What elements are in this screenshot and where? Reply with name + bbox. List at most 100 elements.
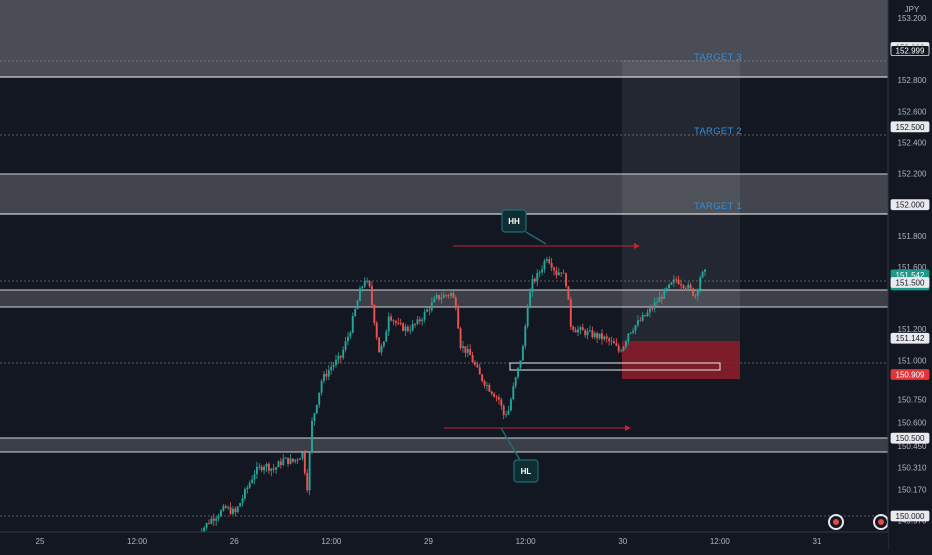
candle (469, 344, 472, 356)
candle (471, 351, 474, 363)
candle (375, 320, 378, 341)
candle (356, 299, 359, 310)
candle (543, 258, 546, 273)
candle (648, 304, 651, 318)
candle (500, 397, 503, 410)
callout-hl[interactable]: HL (500, 427, 539, 483)
candle (205, 522, 208, 531)
candle (553, 266, 555, 276)
candle (586, 327, 589, 340)
candle (275, 466, 278, 474)
candle (646, 308, 649, 318)
candle (687, 281, 690, 292)
candle (248, 480, 251, 490)
candle (521, 344, 524, 361)
candle (579, 325, 582, 335)
candle (320, 378, 323, 396)
candle (665, 286, 668, 293)
candle (332, 362, 335, 371)
candle (287, 457, 290, 467)
candle (474, 360, 476, 367)
candle (603, 335, 606, 342)
candle (251, 475, 254, 484)
candle (507, 405, 510, 415)
candle (548, 256, 551, 265)
candle (445, 293, 448, 298)
price-tick-label: 153.200 (898, 14, 927, 23)
candle (533, 277, 536, 284)
candle (617, 343, 620, 354)
price-tick-label: 152.400 (898, 138, 927, 147)
candle (366, 277, 369, 284)
projection-box (622, 60, 740, 341)
price-axis[interactable]: JPY 153.400153.200152.800152.600152.4001… (887, 0, 932, 550)
candle (418, 316, 421, 325)
callout-hl-label: HL (521, 467, 532, 476)
price-badge-value: 152.500 (896, 123, 925, 132)
candle (629, 332, 632, 335)
candle (524, 323, 527, 350)
candle (684, 286, 687, 291)
price-tick-label: 151.200 (898, 325, 927, 334)
time-axis[interactable]: 25 12:00 26 12:00 29 12:00 30 12:00 31 (0, 531, 888, 550)
candle (385, 329, 388, 342)
candle (315, 404, 318, 415)
candle (483, 379, 486, 389)
time-tick-label: 12:00 (710, 537, 731, 546)
candle (394, 319, 397, 327)
candle (263, 464, 266, 475)
candle (670, 281, 673, 285)
candle (239, 502, 242, 507)
candle (560, 272, 563, 277)
candle (313, 412, 316, 426)
candle (593, 331, 596, 340)
candle (653, 297, 656, 313)
candle (447, 293, 450, 299)
candle (512, 382, 515, 401)
candle (409, 325, 412, 335)
candle (380, 343, 383, 356)
candle (440, 292, 443, 304)
candle (428, 307, 431, 316)
candle (296, 458, 299, 465)
candle (620, 348, 623, 353)
candle (639, 316, 642, 322)
price-badge-red: 150.909 (890, 369, 930, 380)
candle (601, 328, 603, 345)
candle (589, 325, 591, 333)
candle (663, 287, 666, 300)
target-3-label: TARGET 3 (694, 52, 742, 63)
price-badge-value: 151.542 (896, 271, 925, 280)
candle (569, 296, 572, 330)
callout-hh-label: HH (508, 217, 520, 226)
order-block-box (509, 362, 721, 371)
candle (462, 340, 464, 353)
candle (229, 502, 232, 516)
candle (557, 267, 560, 276)
candle (382, 341, 385, 349)
candle (208, 519, 210, 525)
candle (509, 396, 512, 412)
candle (541, 265, 544, 276)
candle (636, 315, 639, 328)
time-tick-label: 12:00 (321, 537, 342, 546)
candle (591, 326, 594, 339)
candle (596, 331, 599, 344)
candle (514, 376, 517, 389)
candle (464, 346, 467, 358)
candle (378, 337, 381, 353)
candle (406, 324, 409, 333)
candle (224, 504, 227, 509)
callout-hh[interactable]: HH (501, 209, 547, 245)
candle (397, 317, 400, 326)
candle (627, 332, 630, 345)
price-tick-label: 152.800 (898, 76, 927, 85)
price-badge-white: 152.500 (890, 121, 930, 133)
candle (689, 282, 692, 290)
candle (335, 354, 337, 368)
price-badge-value: 152.999 (896, 47, 925, 56)
price-tick-label: 150.600 (898, 419, 927, 428)
candle (234, 506, 237, 517)
